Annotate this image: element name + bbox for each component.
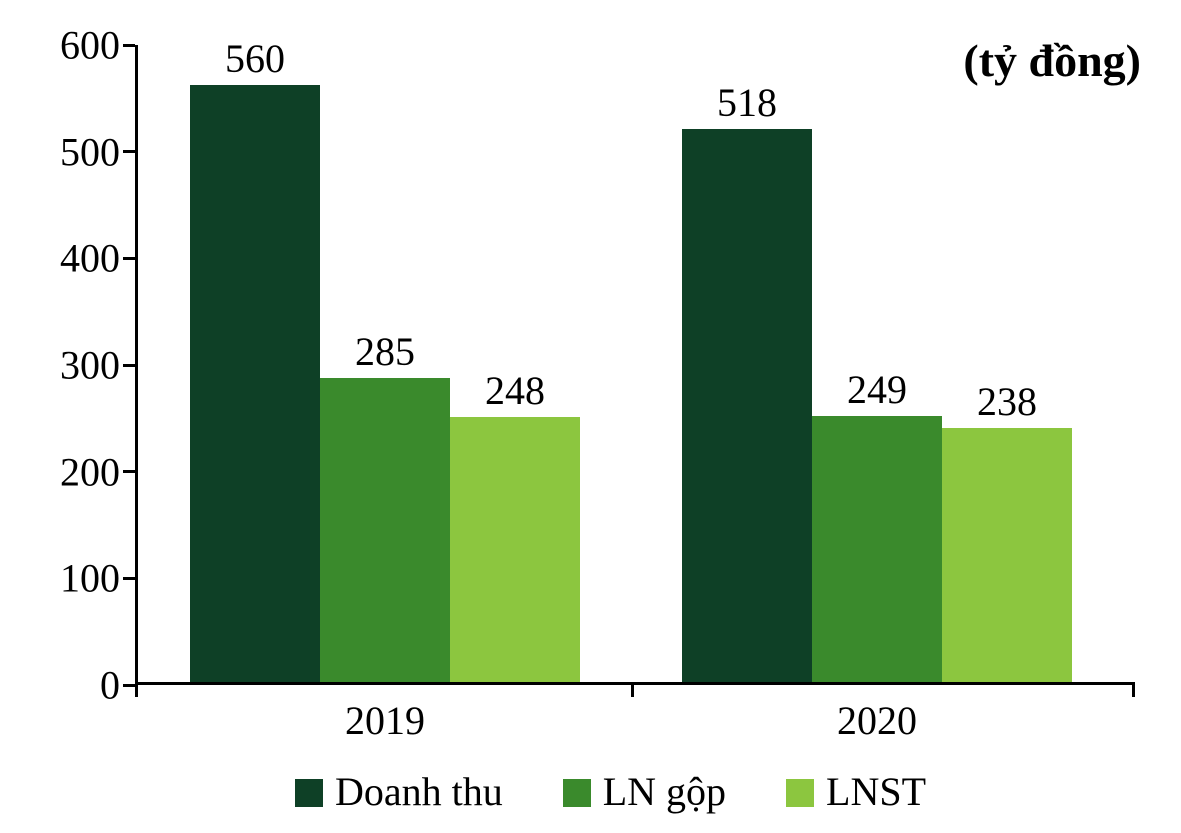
plot-area: 0100200300400500600560285248201951824923… xyxy=(135,45,1135,685)
bar xyxy=(942,428,1072,682)
bar-value-label: 248 xyxy=(485,367,545,414)
y-tick xyxy=(123,364,135,367)
y-tick-label: 500 xyxy=(20,128,120,175)
y-tick-label: 600 xyxy=(20,22,120,69)
y-tick xyxy=(123,577,135,580)
y-tick xyxy=(123,150,135,153)
legend-swatch xyxy=(563,779,591,807)
legend-label: LN gộp xyxy=(603,769,726,814)
x-axis xyxy=(135,682,1135,685)
y-tick xyxy=(123,470,135,473)
y-axis xyxy=(135,45,138,685)
bar-value-label: 249 xyxy=(847,366,907,413)
bar xyxy=(190,85,320,682)
y-tick-label: 100 xyxy=(20,555,120,602)
y-tick-label: 400 xyxy=(20,235,120,282)
y-tick xyxy=(123,257,135,260)
y-tick-label: 200 xyxy=(20,448,120,495)
y-tick xyxy=(123,44,135,47)
bar-value-label: 518 xyxy=(717,79,777,126)
legend-swatch xyxy=(295,779,323,807)
x-tick-label: 2019 xyxy=(285,697,485,744)
y-tick-label: 300 xyxy=(20,342,120,389)
bar xyxy=(682,129,812,682)
legend-item: LN gộp xyxy=(563,768,726,815)
bar-value-label: 238 xyxy=(977,378,1037,425)
bar xyxy=(812,416,942,682)
legend-swatch xyxy=(786,779,814,807)
x-tick-label: 2020 xyxy=(777,697,977,744)
legend-item: Doanh thu xyxy=(295,768,503,815)
legend-label: LNST xyxy=(826,769,926,814)
x-tick xyxy=(631,685,634,697)
x-tick xyxy=(135,685,138,697)
bar xyxy=(450,417,580,682)
x-tick xyxy=(1132,685,1135,697)
bar-chart: (tỷ đồng) 010020030040050060056028524820… xyxy=(20,10,1161,823)
y-tick xyxy=(123,684,135,687)
bar xyxy=(320,378,450,682)
bar-value-label: 560 xyxy=(225,35,285,82)
legend-label: Doanh thu xyxy=(335,769,503,814)
y-tick-label: 0 xyxy=(20,662,120,709)
legend: Doanh thu LN gộp LNST xyxy=(20,768,1181,815)
bar-value-label: 285 xyxy=(355,328,415,375)
legend-item: LNST xyxy=(786,768,926,815)
